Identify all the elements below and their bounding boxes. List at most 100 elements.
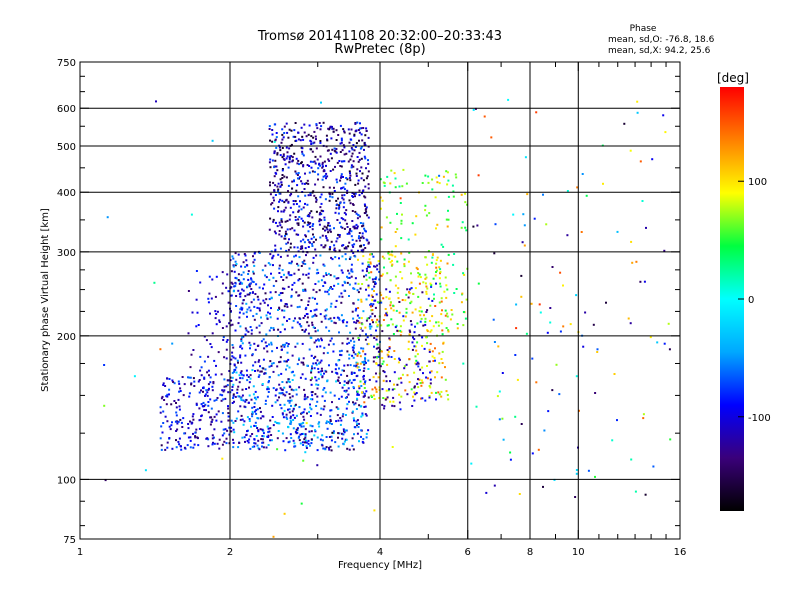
- scatter-point: [426, 377, 429, 380]
- scatter-point: [397, 297, 400, 300]
- scatter-point: [272, 276, 275, 279]
- scatter-point: [364, 357, 367, 360]
- scatter-point: [348, 276, 351, 279]
- scatter-point: [324, 229, 326, 232]
- scatter-point: [338, 257, 340, 260]
- scatter-point: [223, 378, 226, 381]
- scatter-point: [242, 278, 245, 281]
- scatter-point: [373, 285, 376, 288]
- scatter-point: [345, 429, 348, 432]
- scatter-point: [369, 261, 372, 264]
- scatter-point: [464, 317, 467, 320]
- scatter-point: [168, 393, 170, 396]
- scatter-point: [269, 166, 272, 169]
- scatter-point: [253, 442, 256, 445]
- scatter-point: [290, 371, 293, 374]
- scatter-point: [305, 397, 308, 400]
- scatter-point: [315, 147, 318, 150]
- scatter-point: [284, 234, 286, 237]
- scatter-point: [355, 321, 358, 324]
- scatter-point: [475, 405, 478, 408]
- scatter-point: [330, 449, 333, 452]
- scatter-point: [413, 399, 416, 402]
- scatter-point: [211, 434, 214, 437]
- scatter-point: [493, 252, 496, 255]
- scatter-point: [354, 210, 357, 213]
- scatter-point: [310, 166, 313, 169]
- scatter-point: [325, 272, 327, 275]
- scatter-point: [239, 405, 242, 408]
- scatter-point: [241, 377, 244, 380]
- scatter-point: [395, 324, 398, 327]
- scatter-point: [375, 390, 378, 393]
- y-axis-label: Stationary phase Virtual Height [km]: [40, 208, 51, 392]
- scatter-point: [256, 396, 259, 399]
- colorbar-tick-label: 100: [748, 177, 767, 188]
- scatter-point: [394, 284, 397, 287]
- scatter-point: [375, 362, 378, 365]
- scatter-point: [438, 393, 441, 396]
- scatter-point: [280, 345, 283, 348]
- scatter-point: [171, 342, 174, 345]
- scatter-point: [299, 376, 302, 379]
- scatter-point: [337, 233, 340, 236]
- scatter-point: [319, 196, 322, 199]
- scatter-point: [417, 378, 419, 381]
- colorbar-tick-label: 0: [748, 295, 754, 306]
- scatter-point: [314, 330, 317, 333]
- scatter-point: [393, 405, 396, 408]
- scatter-point: [341, 369, 344, 372]
- scatter-point: [345, 389, 348, 392]
- scatter-point: [280, 219, 283, 222]
- scatter-point: [323, 372, 325, 375]
- scatter-point: [160, 444, 163, 447]
- scatter-point: [293, 416, 296, 419]
- scatter-point: [192, 377, 195, 380]
- scatter-point: [246, 264, 249, 267]
- scatter-point: [307, 213, 310, 216]
- scatter-point: [320, 339, 323, 342]
- scatter-point: [190, 422, 193, 425]
- scatter-point: [428, 319, 431, 322]
- scatter-point: [364, 353, 367, 356]
- scatter-point: [270, 272, 272, 275]
- scatter-point: [372, 321, 374, 324]
- scatter-point: [399, 197, 402, 200]
- scatter-point: [651, 158, 654, 161]
- scatter-point: [269, 360, 272, 363]
- scatter-point: [277, 206, 280, 209]
- scatter-point: [297, 177, 299, 180]
- scatter-point: [311, 242, 314, 245]
- scatter-point: [298, 278, 301, 280]
- scatter-point: [400, 222, 403, 225]
- scatter-point: [312, 326, 315, 329]
- scatter-point: [272, 327, 275, 330]
- scatter-point: [359, 236, 362, 239]
- scatter-point: [454, 173, 457, 176]
- scatter-point: [240, 414, 243, 417]
- scatter-point: [322, 170, 325, 173]
- scatter-point: [429, 382, 432, 385]
- scatter-point: [324, 447, 327, 450]
- scatter-point: [450, 309, 453, 311]
- scatter-point: [309, 444, 311, 447]
- scatter-point: [279, 154, 282, 157]
- scatter-point: [328, 448, 331, 451]
- scatter-point: [368, 325, 371, 328]
- scatter-point: [302, 317, 305, 319]
- scatter-point: [331, 258, 334, 261]
- scatter-point: [396, 212, 398, 215]
- scatter-point: [305, 273, 308, 276]
- scatter-point: [314, 155, 317, 158]
- scatter-point: [326, 379, 329, 382]
- scatter-point: [348, 132, 351, 135]
- scatter-point: [356, 227, 359, 230]
- scatter-point: [321, 234, 324, 237]
- scatter-point: [391, 263, 394, 266]
- scatter-point: [449, 318, 452, 321]
- scatter-point: [285, 242, 288, 245]
- scatter-point: [258, 309, 261, 312]
- scatter-point: [231, 323, 234, 326]
- scatter-point: [361, 232, 364, 235]
- scatter-point: [211, 443, 214, 446]
